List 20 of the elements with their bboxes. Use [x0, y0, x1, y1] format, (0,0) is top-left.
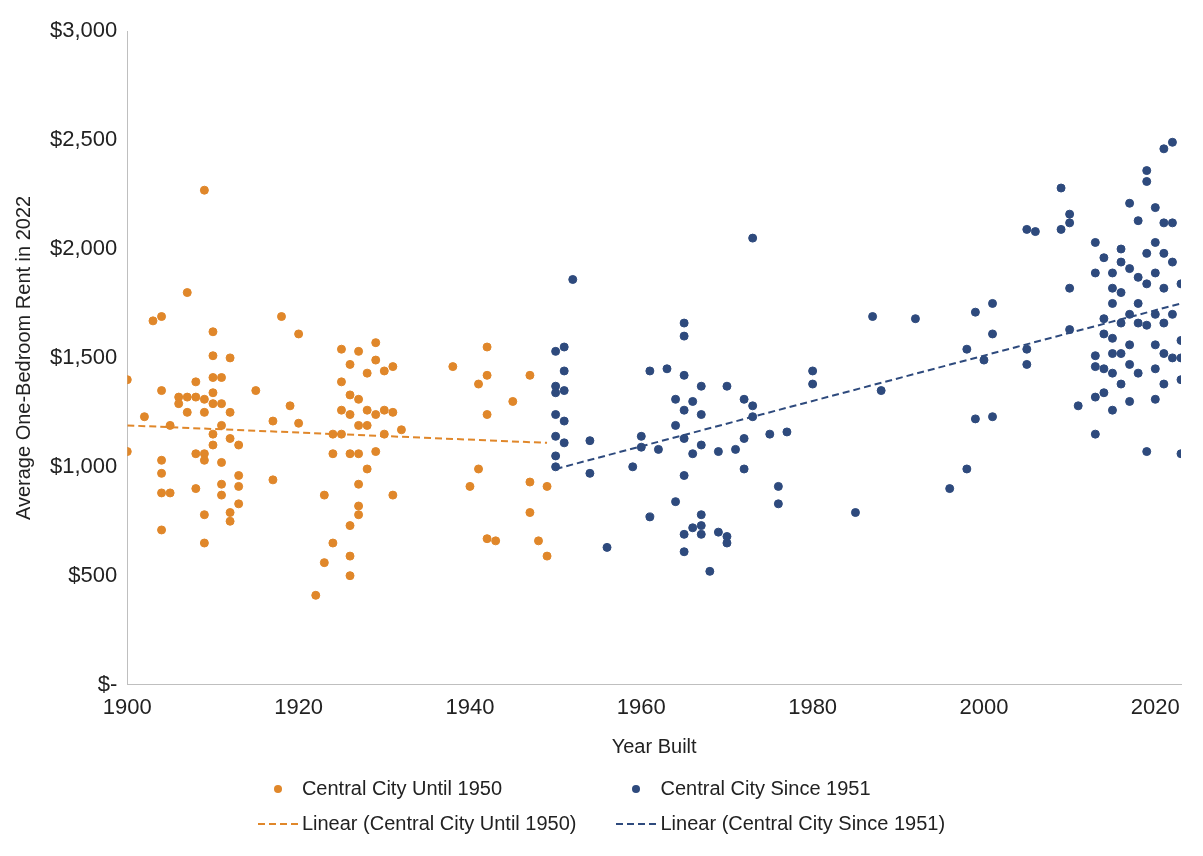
- x-tick-label: 2000: [959, 693, 1009, 719]
- y-tick-label: $1,000: [49, 452, 118, 478]
- legend-label: Linear (Central City Since 1951): [660, 812, 946, 835]
- legend-label: Linear (Central City Until 1950): [301, 812, 577, 835]
- y-tick-label: $2,000: [49, 235, 118, 261]
- x-tick-label: 1980: [788, 693, 838, 719]
- x-tick-label: 1960: [616, 693, 666, 719]
- legend-label: Central City Until 1950: [301, 777, 503, 800]
- legend-label: Central City Since 1951: [660, 777, 871, 800]
- y-axis-title: Average One-Bedroom Rent in 2022: [11, 195, 34, 521]
- x-axis-title: Year Built: [611, 734, 698, 757]
- x-tick-label: 1920: [274, 693, 324, 719]
- y-tick-label: $3,000: [49, 17, 118, 43]
- y-tick-label: $-: [97, 670, 118, 696]
- x-tick-label: 1940: [445, 693, 495, 719]
- x-tick-label: 2020: [1130, 693, 1180, 719]
- y-tick-label: $2,500: [49, 126, 118, 152]
- y-tick-label: $1,500: [49, 343, 118, 369]
- y-tick-label: $500: [68, 561, 118, 587]
- x-tick-label: 1900: [102, 693, 152, 719]
